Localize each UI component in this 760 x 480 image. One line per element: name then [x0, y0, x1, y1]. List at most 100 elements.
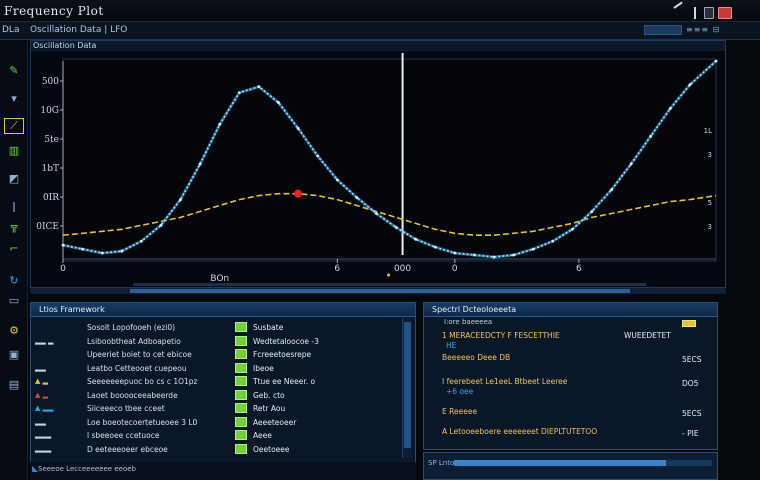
spectral-row[interactable]: 1 MERACEEDCTY F FESCETTHIE WUEEDETET HE [424, 331, 717, 350]
spectral-row-main: Beeeeeo Deee DB [442, 353, 511, 362]
row-toggle[interactable] [235, 349, 247, 359]
spectral-row-sub: +6 oee [446, 387, 474, 396]
row-toggle[interactable] [235, 403, 247, 413]
layers-icon[interactable]: ▣ [8, 347, 20, 361]
refresh-icon[interactable]: ↻ [9, 273, 19, 287]
curve-point [394, 225, 398, 229]
x-tick-label: 0 [60, 264, 66, 274]
x-tick-label: 6 [334, 264, 340, 274]
framework-row[interactable]: ▂▂ Leatbo Cetteooet cuepeou Ibeoe [31, 362, 415, 375]
pen-tool-icon[interactable]: ✎ [9, 63, 19, 77]
x-tick-label: 6 [576, 264, 582, 274]
curve-point [198, 162, 202, 166]
horizontal-scrollbar[interactable] [30, 287, 726, 294]
settings-icon[interactable]: ⚙ [9, 323, 19, 337]
row-marker-icon: ▂▂▂ [35, 431, 52, 439]
framework-row[interactable]: ▲ ▂ Laoet booooceeabeerde Geb. cto [31, 389, 415, 402]
row-toggle[interactable] [235, 416, 247, 427]
row-toggle[interactable] [235, 322, 247, 332]
framework-row[interactable]: Upeeriet boiet to cet ebicoe Fcreeetoesre… [31, 348, 415, 361]
framework-row-label: Laoet booooceeabeerde [87, 390, 178, 400]
row-toggle[interactable] [235, 389, 247, 400]
curve-point [159, 223, 163, 227]
row-toggle[interactable] [235, 443, 247, 454]
trend-marker-point [294, 189, 303, 198]
adjust-tool-icon[interactable]: ǀ [12, 199, 16, 213]
spectral-row[interactable]: A Letooeeboere eeeeeeet DIEPLTUTETOO - PI… [424, 427, 717, 445]
curve-point [375, 212, 378, 215]
y-tick-label: 500 [42, 77, 59, 87]
breadcrumb[interactable]: Oscillation Data | LFO [30, 25, 128, 35]
row-marker-icon: ▂▂ ▂ [35, 336, 54, 345]
range-indicator [133, 283, 646, 286]
line-tool-icon[interactable]: ▾ [11, 91, 17, 105]
panel-icon[interactable]: ▭ [8, 293, 20, 307]
framework-scroll-thumb[interactable] [404, 322, 411, 448]
curve-point [668, 107, 672, 110]
curve-point [512, 253, 515, 257]
toolbar-label[interactable]: DLa [2, 25, 20, 35]
framework-row[interactable]: ▂▂▂ l sbeeoee ccetuoce Aeee [31, 429, 415, 442]
monitor-icon[interactable]: ▤ [8, 377, 20, 391]
row-marker-icon: ▂▂▂ [35, 444, 52, 453]
framework-row-label: Sosolt Lopofooeh (ezi0) [87, 323, 176, 332]
cursor-tool-icon[interactable]: ◩ [8, 171, 20, 185]
curve-point [688, 83, 692, 87]
maximize-icon[interactable] [690, 7, 700, 19]
cursor-label: 000 [394, 264, 411, 274]
anchor-tool-icon[interactable]: ⌐ [9, 241, 19, 255]
framework-row[interactable]: ▂▂ Loe boeotecoertetueoee 3 L0 Aeeeteoeer [31, 416, 415, 429]
framework-row-value: Oeetoeee [253, 444, 290, 454]
curve-point [453, 251, 457, 255]
framework-row-label: Seeeeeeepuoc bo cs c 1O1pz [87, 377, 198, 386]
spectral-row[interactable]: I feerebeet Le1eeL Btbeet Leeree +6 oee DO… [424, 377, 717, 396]
y-tick-label: 5te [44, 135, 59, 145]
green-tool-icon[interactable]: ▥ [8, 143, 20, 157]
plot-area [62, 58, 717, 262]
framework-row[interactable]: ▲ ▂ Seeeeeeepuoc bo cs c 1O1pz Ttue ee Nee… [31, 375, 415, 388]
framework-row[interactable]: ▂▂ ▂ Lsiboobtheat Adboapetio Wedtetaloocoe… [31, 335, 415, 348]
curve-point [433, 245, 437, 249]
framework-row-label: Lsiboobtheat Adboapetio [87, 336, 181, 346]
spectral-row-main: E Reeeee [442, 407, 478, 416]
right-tick-label: 3 [708, 223, 712, 231]
framework-footer: ◣ Seeeoe Lecceeeeeee eeoeb [30, 462, 416, 480]
measure-tool-icon[interactable]: ⟋ [4, 118, 24, 134]
row-toggle[interactable] [235, 335, 247, 346]
close-icon[interactable] [718, 7, 732, 19]
window-menu-icon[interactable] [704, 7, 714, 19]
oscillation-chart-panel: 500 10G 5te 1bT 0IR 0ICE 0 6 0 6 BOn 1L 3 5 3 000 Oscil… [30, 40, 726, 290]
row-toggle[interactable] [235, 430, 247, 440]
toolbar-controls[interactable]: ≡≡≡ ⊟ [686, 25, 721, 34]
y-tick-label: 0ICE [36, 222, 59, 232]
framework-panel-header: Ltios Framework [31, 303, 415, 317]
framework-row[interactable]: Sosolt Lopofooeh (ezi0) Susbate [31, 321, 415, 334]
framework-panel: Ltios Framework Sosolt Lopofooeh (ezi0) S… [30, 302, 416, 480]
scroll-thumb[interactable] [130, 289, 630, 293]
trend-series-line [62, 192, 717, 236]
spectral-row[interactable]: E Reeeee 5ECS [424, 407, 717, 425]
row-toggle[interactable] [235, 362, 247, 373]
framework-row-value: Wedtetaloocoe -3 [253, 336, 319, 346]
framework-row[interactable]: ▲ ▂▂ Siiceeeco tbee cceet Retr Aou [31, 402, 415, 415]
curve-point [570, 227, 574, 231]
spectral-row-side: WUEEDETET [624, 331, 671, 340]
framework-scrollbar[interactable] [402, 318, 412, 458]
curve-series-line [62, 60, 717, 258]
spectral-badge-icon[interactable] [682, 320, 696, 327]
chart-header: Oscillation Data [31, 41, 725, 51]
curve-point [355, 196, 359, 200]
spectral-panel-header: Spectrl Dcteoloeeeta [424, 303, 717, 317]
toolbar-search-field[interactable] [644, 25, 682, 35]
row-toggle[interactable] [235, 376, 247, 386]
spectral-progress-bar[interactable] [454, 460, 712, 466]
framework-row[interactable]: ▂▂▂ D eeteeeoeer ebceoe Oeetoeee [31, 443, 415, 456]
oscillation-chart[interactable]: 500 10G 5te 1bT 0IR 0ICE 0 6 0 6 BOn 1L 3 5 3 000 [31, 41, 727, 291]
spectral-row[interactable]: Beeeeeo Deee DB 5ECS [424, 353, 717, 371]
status-icon: ◣ [32, 464, 39, 473]
curve-point [629, 162, 633, 166]
grid-tool-icon[interactable]: ╦ [10, 219, 18, 233]
minimize-icon[interactable] [674, 7, 684, 19]
spectral-row-main: A Letooeeboere eeeeeeet DIEPLTUTETOO [442, 427, 598, 436]
right-tick-label: 5 [708, 199, 712, 207]
